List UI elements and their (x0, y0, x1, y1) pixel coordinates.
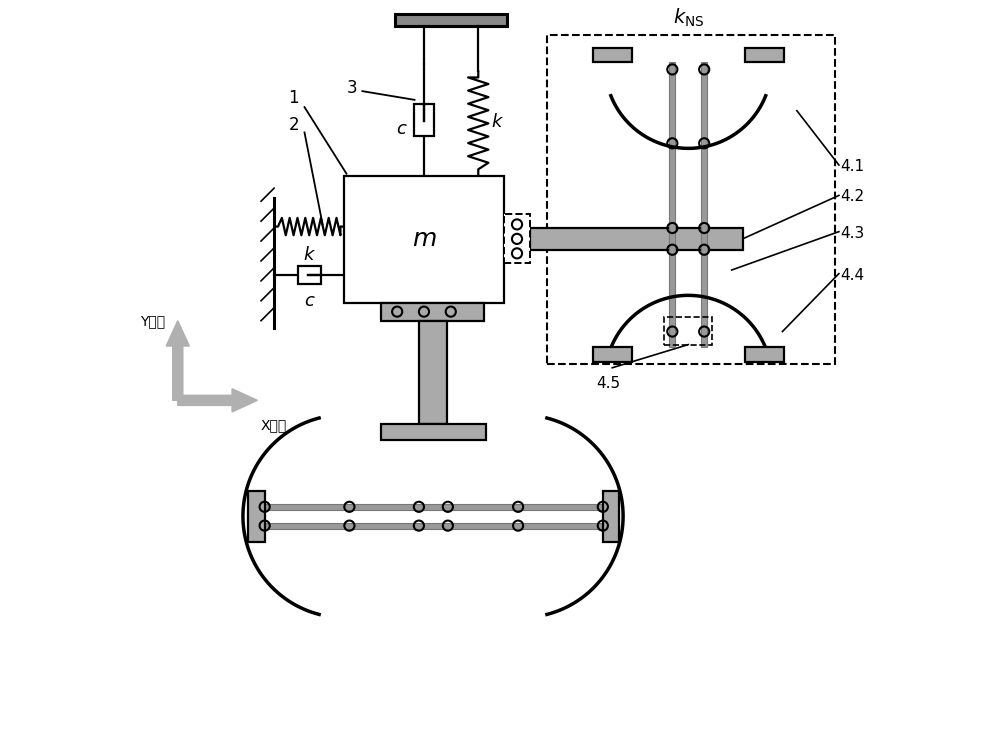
Text: 1: 1 (288, 90, 299, 107)
Bar (745, 48, 784, 62)
Bar (298, 266, 321, 284)
Bar (664, 317, 712, 344)
Polygon shape (178, 389, 257, 412)
Text: 3: 3 (346, 79, 357, 98)
Bar (381, 424, 486, 440)
Bar (593, 347, 632, 362)
Polygon shape (166, 321, 189, 400)
Bar (530, 228, 743, 250)
Bar (265, 523, 603, 528)
Bar (344, 176, 504, 302)
Bar (381, 302, 484, 321)
Text: X方向: X方向 (261, 418, 287, 433)
Bar (593, 48, 632, 62)
Text: 2: 2 (288, 116, 299, 134)
Bar (669, 62, 675, 347)
Text: $c$: $c$ (304, 291, 315, 310)
Text: $m$: $m$ (412, 228, 436, 251)
Text: 4.3: 4.3 (840, 225, 865, 241)
Text: $c$: $c$ (396, 120, 408, 138)
Bar (745, 347, 784, 362)
Bar (547, 34, 835, 364)
Text: Y方向: Y方向 (140, 314, 165, 328)
Text: 4.5: 4.5 (597, 377, 621, 391)
Text: 4.4: 4.4 (840, 268, 864, 283)
Text: 4.1: 4.1 (840, 159, 864, 174)
Bar (419, 321, 447, 424)
Bar (414, 103, 434, 136)
Bar (504, 214, 530, 264)
Text: $k$: $k$ (303, 246, 316, 264)
Text: 4.2: 4.2 (840, 189, 864, 204)
Text: $k_{\rm NS}$: $k_{\rm NS}$ (673, 7, 704, 29)
Bar (248, 491, 265, 542)
Text: $k$: $k$ (491, 112, 504, 131)
Bar (603, 491, 619, 542)
Bar (395, 15, 507, 26)
Bar (701, 62, 707, 347)
Bar (265, 504, 603, 509)
